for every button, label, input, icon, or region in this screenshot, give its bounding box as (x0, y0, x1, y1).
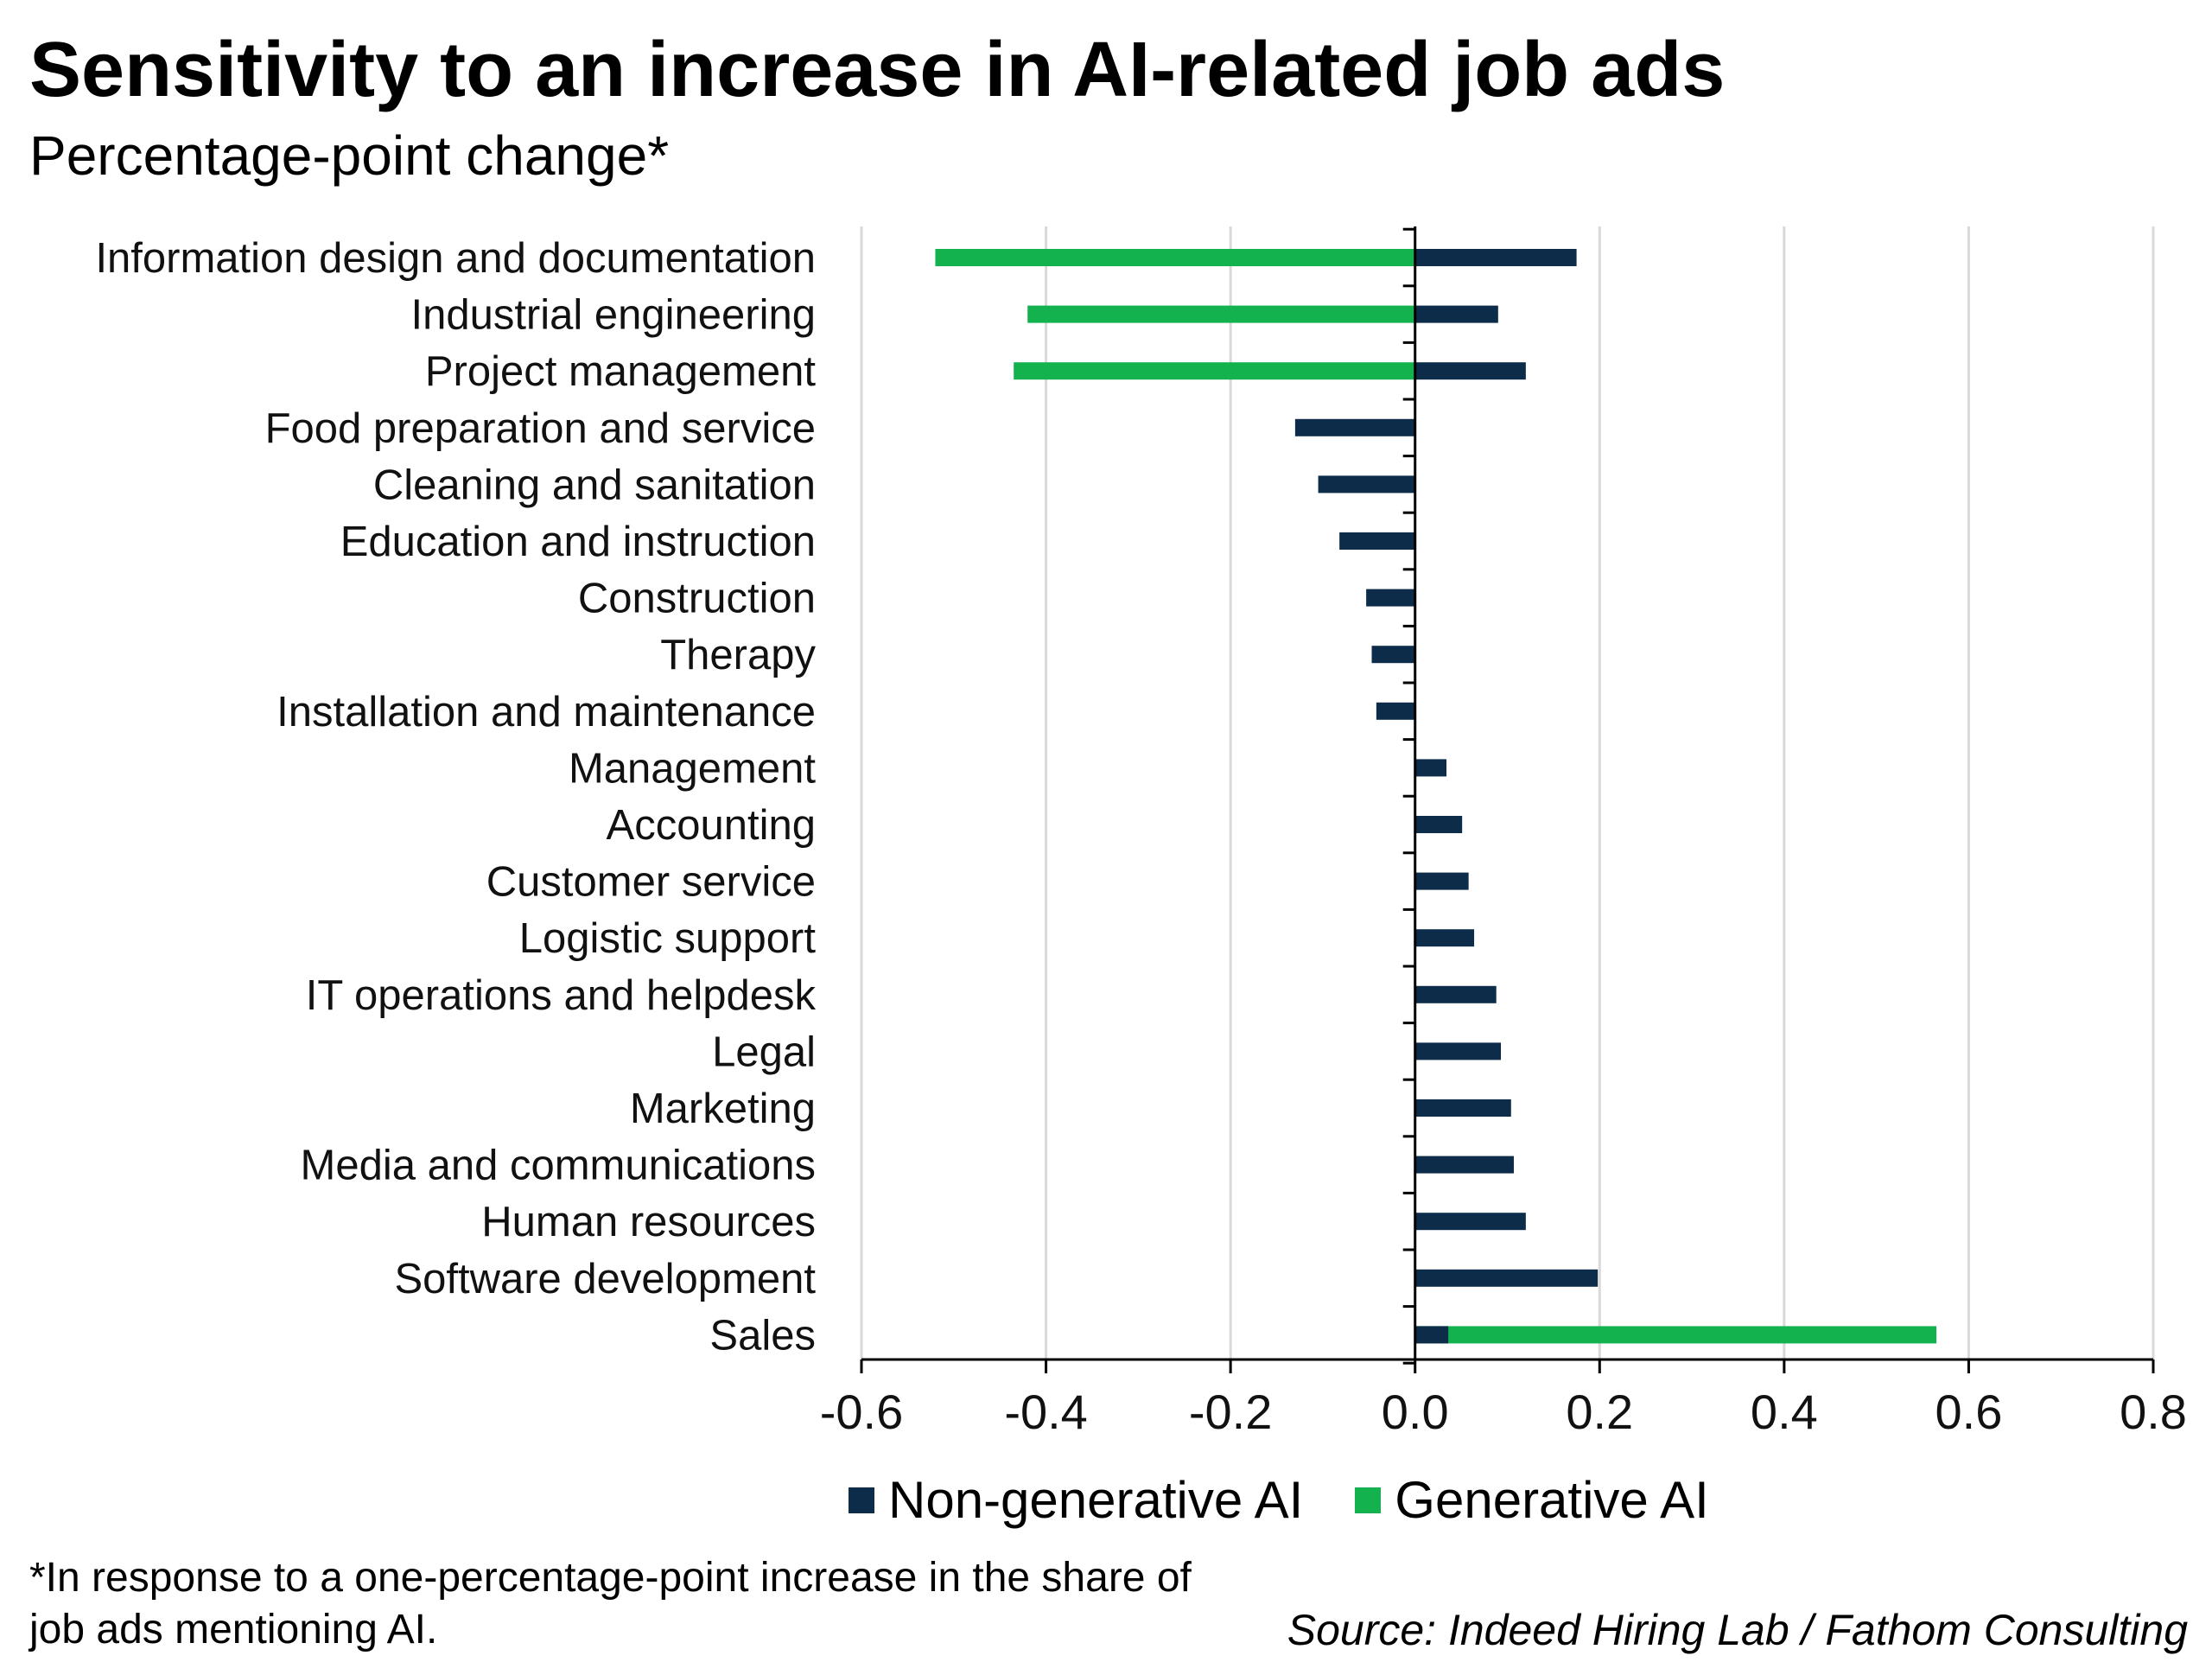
legend-label-non-generative: Non-generative AI (888, 1471, 1304, 1529)
bar-generative-2 (1014, 362, 1415, 380)
chart-subtitle: Percentage-point change* (29, 124, 670, 187)
category-label-15: Marketing (630, 1086, 816, 1132)
category-label-19: Sales (709, 1312, 816, 1359)
x-tick-label-4: 0.2 (1566, 1385, 1633, 1439)
category-label-10: Accounting (607, 802, 816, 849)
category-label-6: Construction (578, 576, 816, 622)
category-label-8: Installation and maintenance (276, 689, 816, 735)
footnote: *In response to a one-percentage-point i… (29, 1555, 1192, 1652)
category-label-1: Industrial engineering (410, 292, 816, 339)
bar-non-generative-12 (1414, 929, 1475, 947)
axes (860, 226, 2155, 1373)
category-labels: Information design and documentation Indu… (95, 235, 816, 1359)
category-label-7: Therapy (660, 632, 816, 678)
bar-non-generative-1 (1414, 305, 1498, 323)
gridlines (860, 226, 2155, 1360)
category-label-17: Human resources (481, 1199, 816, 1245)
bar-non-generative-16 (1414, 1156, 1514, 1174)
bar-non-generative-6 (1366, 589, 1415, 607)
category-label-2: Project management (425, 348, 817, 395)
bar-non-generative-8 (1376, 702, 1415, 720)
x-tick-label-0: -0.6 (820, 1385, 904, 1439)
bar-generative-1 (1027, 305, 1415, 323)
category-label-12: Logistic support (519, 915, 817, 962)
bar-non-generative-13 (1414, 985, 1497, 1003)
category-label-9: Management (569, 745, 816, 792)
bar-non-generative-17 (1414, 1213, 1526, 1231)
bar-non-generative-2 (1414, 362, 1526, 380)
tick-labels: -0.6 -0.4 -0.2 0.0 0.2 0.4 0.6 0.8 (820, 1385, 2187, 1439)
category-label-14: Legal (712, 1028, 816, 1075)
legend-swatch-non-generative (849, 1487, 874, 1513)
bar-non-generative-10 (1414, 816, 1463, 833)
category-label-13: IT operations and helpdesk (306, 972, 817, 1019)
x-tick-label-1: -0.4 (1004, 1385, 1088, 1439)
bar-non-generative-14 (1414, 1042, 1502, 1060)
bar-non-generative-7 (1371, 646, 1415, 664)
category-label-5: Education and instruction (340, 519, 816, 565)
legend-swatch-generative (1355, 1487, 1382, 1513)
bar-non-generative-15 (1414, 1099, 1511, 1117)
bars (935, 249, 1937, 1344)
legend-item-generative: Generative AI (1355, 1469, 1709, 1531)
bar-non-generative-19 (1414, 1326, 1449, 1344)
legend-label-generative: Generative AI (1395, 1471, 1709, 1529)
bar-non-generative-18 (1414, 1269, 1599, 1287)
bar-non-generative-0 (1414, 249, 1577, 266)
category-label-4: Cleaning and sanitation (373, 462, 816, 508)
bar-non-generative-3 (1294, 418, 1415, 436)
bar-generative-0 (935, 249, 1415, 266)
bar-non-generative-9 (1414, 759, 1447, 777)
x-tick-label-2: -0.2 (1189, 1385, 1273, 1439)
bar-non-generative-5 (1339, 532, 1415, 550)
x-tick-label-5: 0.4 (1751, 1385, 1818, 1439)
category-label-16: Media and communications (301, 1143, 816, 1189)
bar-generative-19 (1414, 1326, 1937, 1344)
x-tick-label-7: 0.8 (2120, 1385, 2187, 1439)
category-label-3: Food preparation and service (265, 405, 816, 452)
bar-non-generative-4 (1318, 475, 1415, 494)
legend-item-non-generative: Non-generative AI (849, 1469, 1303, 1531)
x-tick-label-6: 0.6 (1935, 1385, 2002, 1439)
category-label-11: Customer service (486, 859, 816, 906)
x-tick-label-3: 0.0 (1382, 1385, 1449, 1439)
category-label-0: Information design and documentation (95, 235, 816, 282)
source-note: Source: Indeed Hiring Lab / Fathom Consu… (1287, 1606, 2188, 1654)
legend: Non-generative AI Generative AI (849, 1469, 1761, 1531)
category-label-18: Software development (394, 1256, 816, 1302)
chart-title: Sensitivity to an increase in AI-related… (29, 27, 1726, 113)
bar-non-generative-11 (1414, 872, 1469, 890)
